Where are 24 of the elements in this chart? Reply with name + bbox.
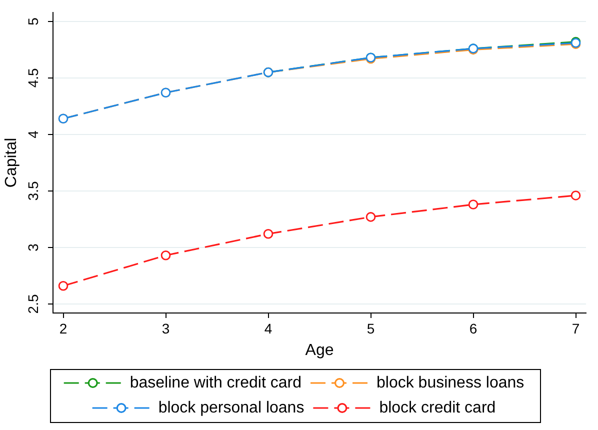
- x-axis-title: Age: [305, 342, 334, 359]
- x-tick-label: 6: [469, 320, 478, 336]
- x-tick-label: 7: [572, 320, 580, 336]
- y-axis-title: Capital: [3, 138, 20, 188]
- legend-label: block personal loans: [158, 399, 304, 416]
- point: [58, 280, 68, 291]
- y-tick-label: 3.5: [25, 181, 42, 201]
- point: [366, 212, 376, 222]
- legend-label: baseline with credit card: [130, 374, 302, 392]
- point: [263, 228, 274, 239]
- y-tick-label: 4: [25, 130, 42, 138]
- legend-label: block credit card: [379, 399, 496, 416]
- legend-label: block business loans: [376, 374, 524, 392]
- point: [570, 190, 581, 200]
- y-tick-label: 5: [25, 17, 42, 26]
- x-tick-label: 2: [59, 320, 68, 336]
- y-tick-label: 4.5: [25, 68, 42, 88]
- point: [468, 200, 478, 210]
- y-tick-label: 2.5: [25, 294, 42, 314]
- x-tick-label: 5: [366, 320, 375, 336]
- point: [160, 250, 171, 260]
- x-tick-label: 4: [264, 320, 272, 336]
- x-tick-label: 3: [162, 320, 170, 336]
- y-tick-label: 3: [25, 243, 42, 252]
